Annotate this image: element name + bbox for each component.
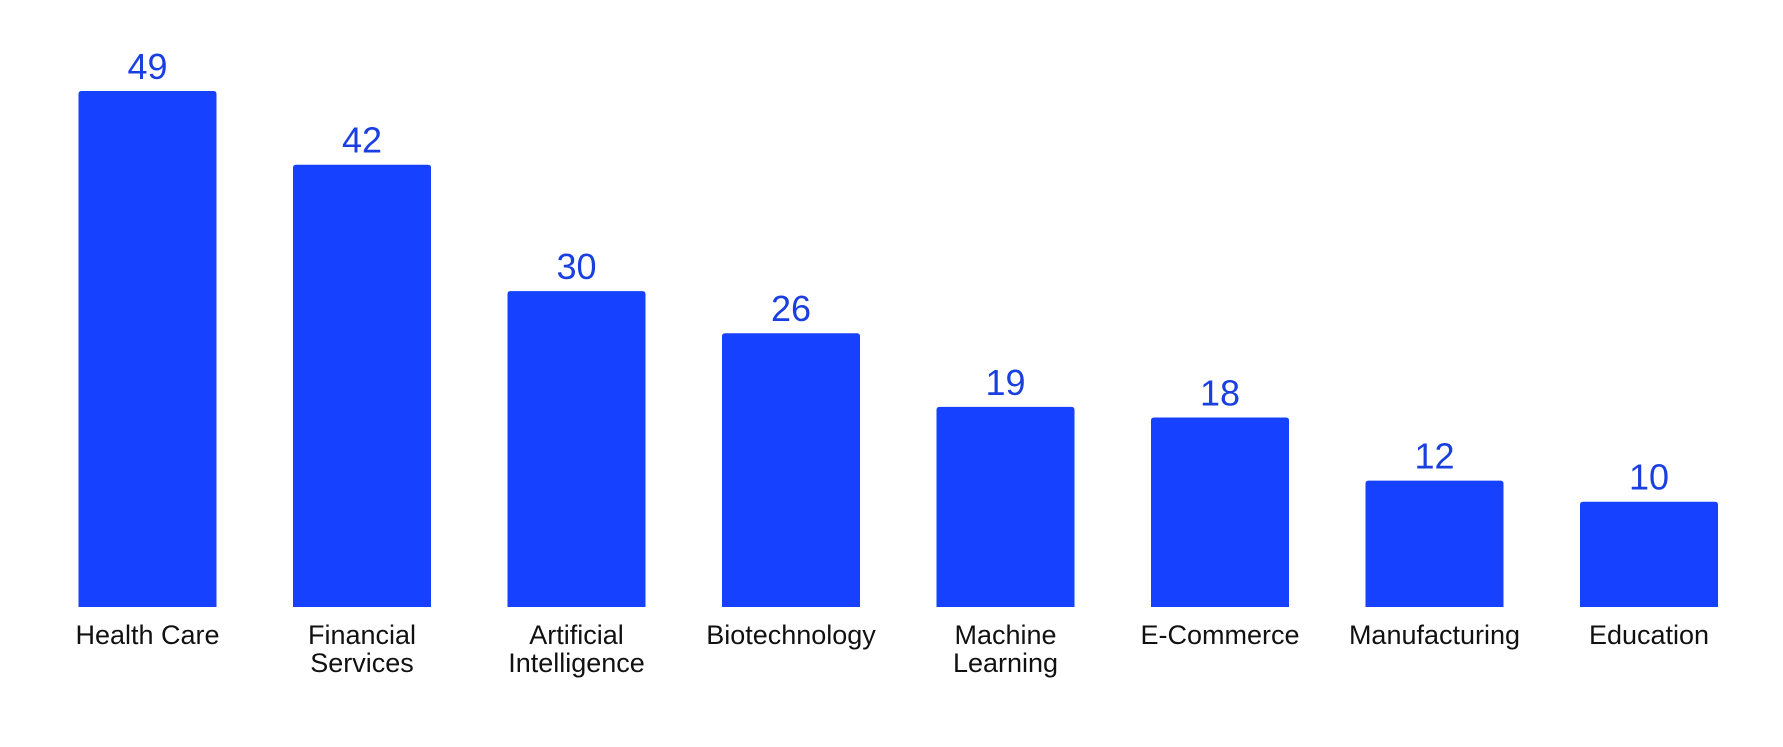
category-label-manufacturing: Manufacturing xyxy=(1349,620,1520,650)
category-label-health-care: Health Care xyxy=(75,620,219,650)
bar-biotechnology xyxy=(722,333,860,607)
value-label-machine-learning: 19 xyxy=(985,362,1025,403)
category-labels-group: Health Care Financial Services Artificial In… xyxy=(75,620,1709,678)
bar-education xyxy=(1580,501,1718,607)
value-label-education: 10 xyxy=(1629,457,1669,498)
value-label-e-commerce: 18 xyxy=(1200,372,1240,413)
bar-financial-services xyxy=(293,164,431,607)
bar-machine-learning xyxy=(936,406,1075,607)
category-label-biotechnology: Biotechnology xyxy=(706,620,876,650)
value-labels-group: 49 42 30 26 19 18 12 10 xyxy=(127,46,1669,498)
value-label-biotechnology: 26 xyxy=(771,288,811,329)
bar-e-commerce xyxy=(1151,417,1289,607)
value-label-health-care: 49 xyxy=(127,46,167,87)
bar-manufacturing xyxy=(1365,480,1504,607)
value-label-artificial-intelligence: 30 xyxy=(556,246,596,287)
category-label-machine-learning: Machine Learning xyxy=(953,620,1058,678)
category-label-education: Education xyxy=(1589,620,1709,650)
value-label-financial-services: 42 xyxy=(342,120,382,161)
bar-artificial-intelligence xyxy=(507,291,646,607)
value-label-manufacturing: 12 xyxy=(1414,436,1454,477)
category-label-e-commerce: E-Commerce xyxy=(1140,620,1299,650)
bar-health-care xyxy=(78,91,217,607)
bars-group xyxy=(78,91,1718,607)
category-label-artificial-intelligence: Artificial Intelligence xyxy=(508,620,645,678)
category-label-financial-services: Financial Services xyxy=(308,620,416,678)
